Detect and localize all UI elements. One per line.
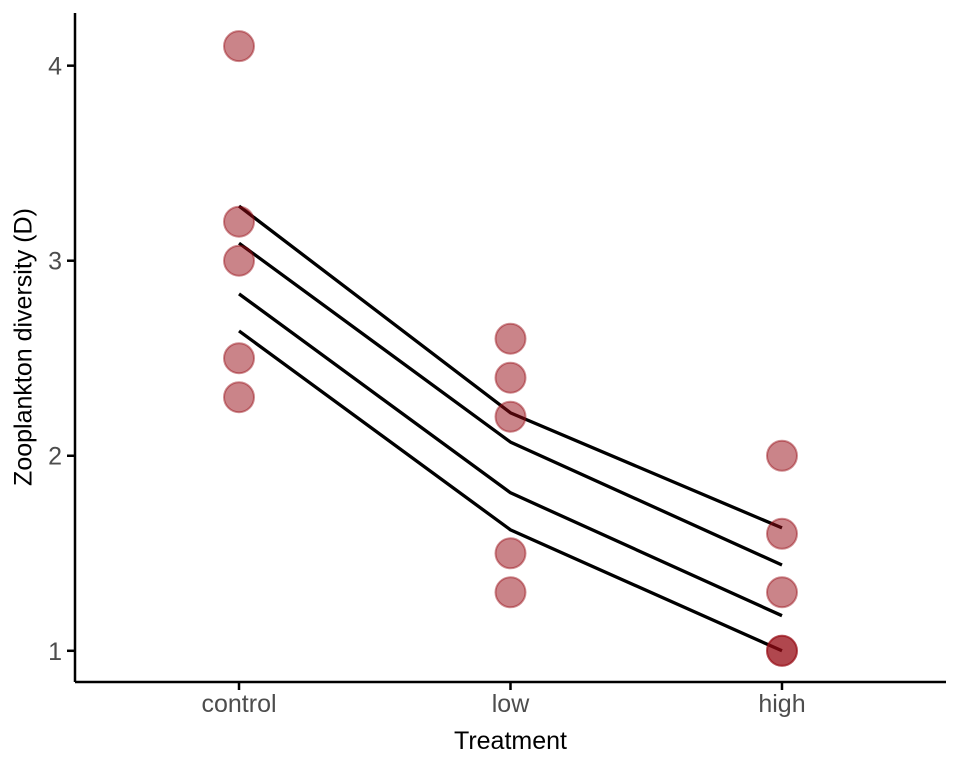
data-point [765, 439, 798, 472]
x-tick-label: high [758, 690, 805, 718]
data-point [223, 381, 256, 414]
y-tick-label: 3 [48, 248, 62, 276]
data-point [494, 537, 527, 570]
data-point [765, 576, 798, 609]
data-point [223, 244, 256, 277]
x-tick-label: low [492, 690, 530, 718]
x-tick-label: control [201, 690, 276, 718]
fitted-line [238, 241, 783, 567]
data-point [494, 576, 527, 609]
y-tick-label: 1 [48, 638, 62, 666]
fitted-line [238, 329, 783, 653]
data-point [494, 361, 527, 394]
data-point [765, 634, 798, 667]
y-tick-label: 4 [48, 53, 62, 81]
data-point [494, 322, 527, 355]
y-axis-title: Zooplankton diversity (D) [9, 208, 38, 486]
data-point [223, 342, 256, 375]
data-point [223, 30, 256, 63]
data-point [223, 205, 256, 238]
y-tick-label: 2 [48, 443, 62, 471]
fitted-line [238, 292, 783, 618]
data-point [494, 400, 527, 433]
x-axis-title: Treatment [453, 727, 567, 755]
data-point [765, 517, 798, 550]
